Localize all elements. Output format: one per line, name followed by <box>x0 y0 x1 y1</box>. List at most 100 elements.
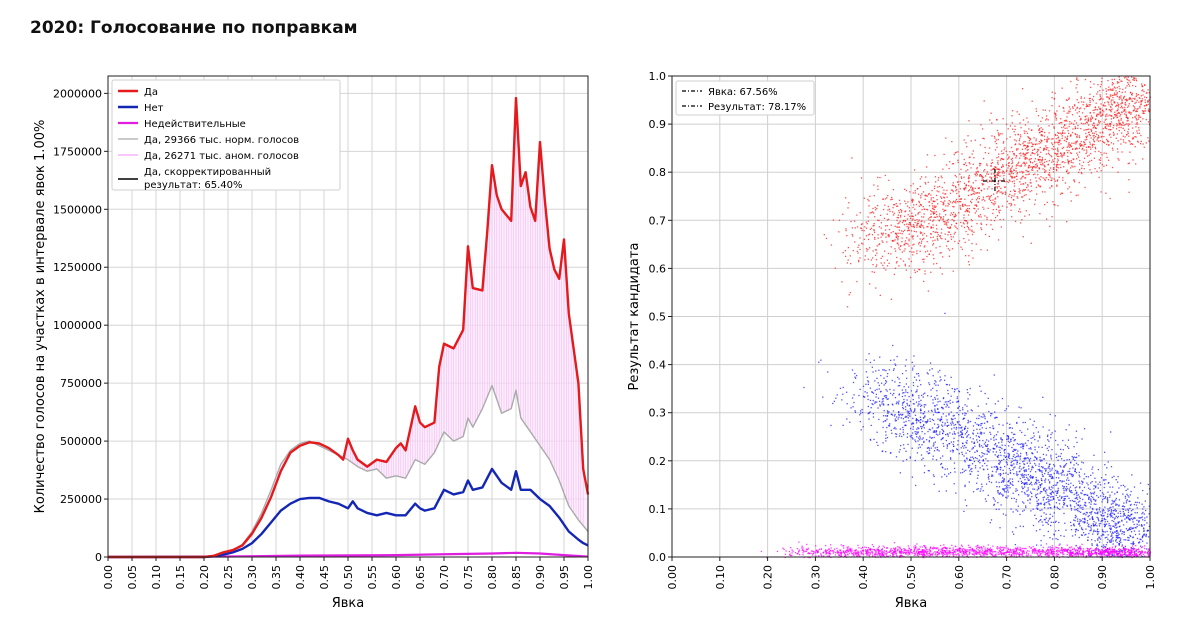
scatter-point <box>1115 137 1117 139</box>
scatter-point <box>1024 162 1026 164</box>
scatter-point <box>972 257 974 259</box>
scatter-point <box>1067 163 1070 165</box>
scatter-point <box>1019 165 1021 167</box>
scatter-point <box>1123 113 1126 115</box>
scatter-point <box>1047 473 1049 476</box>
scatter-point <box>905 391 907 393</box>
scatter-point <box>949 161 951 163</box>
x-tick-label: 0.25 <box>222 565 235 590</box>
scatter-point <box>1019 222 1022 224</box>
scatter-point <box>1073 181 1076 183</box>
scatter-point <box>990 177 992 180</box>
scatter-point <box>1006 422 1008 424</box>
scatter-point <box>1023 194 1025 197</box>
scatter-point <box>1140 101 1142 103</box>
scatter-point <box>1051 142 1053 144</box>
scatter-point <box>1000 226 1003 228</box>
scatter-point <box>896 355 898 358</box>
scatter-point <box>1116 92 1118 94</box>
scatter-point <box>912 215 914 218</box>
scatter-point <box>1062 129 1064 132</box>
scatter-point <box>1046 138 1048 141</box>
scatter-point <box>950 224 953 226</box>
scatter-point <box>1124 553 1126 556</box>
scatter-point <box>896 226 898 228</box>
scatter-point <box>926 255 928 258</box>
scatter-point <box>864 391 866 393</box>
scatter-point <box>1034 481 1037 484</box>
scatter-point <box>1112 510 1114 512</box>
scatter-point <box>1052 171 1055 173</box>
scatter-point <box>1038 446 1040 448</box>
scatter-point <box>1117 171 1119 173</box>
scatter-point <box>1007 456 1010 459</box>
scatter-point <box>1144 519 1146 522</box>
scatter-point <box>1004 180 1006 183</box>
scatter-point <box>1085 475 1087 478</box>
scatter-point <box>902 260 905 262</box>
scatter-point <box>1039 159 1042 161</box>
scatter-point <box>864 255 867 257</box>
scatter-point <box>1105 192 1107 194</box>
scatter-point <box>1024 153 1026 155</box>
scatter-point <box>1120 138 1122 140</box>
scatter-point <box>1127 76 1129 78</box>
scatter-point <box>980 163 982 165</box>
scatter-point <box>960 246 962 248</box>
scatter-point <box>1069 500 1071 502</box>
scatter-point <box>878 244 880 246</box>
scatter-point <box>1124 110 1126 112</box>
scatter-point <box>990 169 992 171</box>
scatter-point <box>1008 484 1010 487</box>
scatter-point <box>976 482 978 484</box>
scatter-point <box>964 427 966 430</box>
scatter-point <box>1122 88 1124 91</box>
scatter-point <box>1097 134 1100 137</box>
scatter-point <box>945 406 947 408</box>
scatter-point <box>978 187 981 189</box>
scatter-point <box>1076 518 1079 520</box>
scatter-point <box>903 401 905 403</box>
scatter-point <box>1141 85 1144 88</box>
scatter-point <box>953 391 956 393</box>
scatter-point <box>1108 509 1110 512</box>
scatter-point <box>1057 496 1059 499</box>
scatter-point <box>1029 182 1031 184</box>
scatter-point <box>1070 191 1072 193</box>
scatter-point <box>1064 132 1066 134</box>
scatter-point <box>987 207 989 209</box>
scatter-point <box>914 409 916 411</box>
scatter-point <box>1144 105 1146 107</box>
scatter-point <box>1007 181 1009 184</box>
scatter-point <box>916 188 918 190</box>
scatter-point <box>946 245 948 247</box>
scatter-point <box>868 353 870 355</box>
scatter-point <box>1059 499 1061 501</box>
scatter-point <box>894 225 896 228</box>
scatter-point <box>883 262 886 264</box>
scatter-point <box>1018 210 1020 213</box>
scatter-point <box>942 203 944 206</box>
scatter-point <box>1002 432 1005 435</box>
scatter-point <box>859 410 862 412</box>
scatter-point <box>1104 545 1106 548</box>
scatter-point <box>964 210 966 213</box>
scatter-point <box>957 242 959 244</box>
scatter-point <box>1087 525 1089 527</box>
scatter-point <box>955 214 957 217</box>
scatter-point <box>994 186 996 188</box>
scatter-point <box>1070 134 1072 136</box>
scatter-point <box>1123 109 1125 111</box>
scatter-point <box>956 188 958 191</box>
scatter-point <box>1049 470 1051 472</box>
scatter-point <box>956 228 958 230</box>
scatter-point <box>870 211 873 214</box>
scatter-point <box>966 430 969 432</box>
scatter-point <box>1135 163 1137 165</box>
scatter-point <box>1085 132 1087 135</box>
scatter-point <box>1036 165 1038 168</box>
scatter-point <box>954 433 956 435</box>
scatter-point <box>1114 111 1116 113</box>
scatter-point <box>1034 166 1036 168</box>
scatter-point <box>982 413 984 415</box>
